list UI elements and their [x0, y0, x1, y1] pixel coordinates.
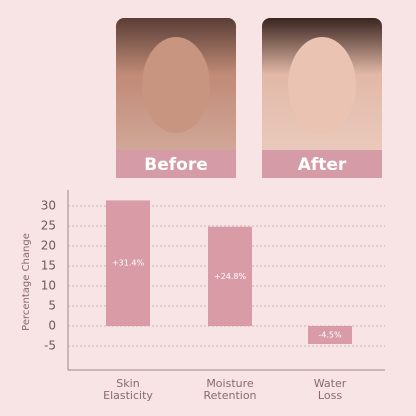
after-card: After [262, 18, 382, 178]
value-label: +24.8% [214, 272, 247, 281]
y-tick-label: 0 [48, 319, 56, 333]
bar [308, 326, 352, 344]
x-tick-label: Skin Elasticity [103, 377, 153, 402]
y-tick-label: 15 [41, 259, 56, 273]
y-axis-title: Percentage Change [21, 233, 32, 331]
before-label: Before [144, 155, 207, 175]
label-band [262, 150, 382, 178]
y-tick-label: 25 [41, 219, 56, 233]
label-band [116, 150, 236, 178]
before-card: Before [116, 18, 236, 178]
after-label: After [298, 155, 347, 175]
value-label: -4.5% [318, 331, 342, 340]
face [288, 37, 356, 133]
y-tick-label: 5 [48, 299, 56, 313]
face [142, 37, 210, 133]
y-tick-label: 20 [41, 239, 56, 253]
bar [106, 200, 150, 326]
value-label: +31.4% [112, 259, 145, 268]
y-tick-label: -5 [44, 339, 56, 353]
y-tick-label: 30 [41, 199, 56, 213]
x-tick-label: Moisture Retention [203, 377, 257, 402]
x-tick-label: Water Loss [313, 377, 347, 402]
y-tick-label: 10 [41, 279, 56, 293]
bar [208, 226, 252, 326]
